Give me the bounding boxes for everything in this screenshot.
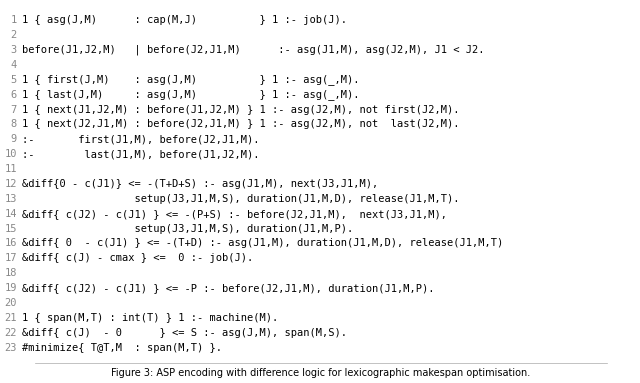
Text: :-       first(J1,M), before(J2,J1,M).: :- first(J1,M), before(J2,J1,M). (22, 134, 260, 144)
Text: 23: 23 (4, 342, 17, 353)
Text: #minimize{ T@T,M  : span(M,T) }.: #minimize{ T@T,M : span(M,T) }. (22, 342, 222, 353)
Text: 22: 22 (4, 328, 17, 338)
Text: 1 { next(J1,J2,M) : before(J1,J2,M) } 1 :- asg(J2,M), not first(J2,M).: 1 { next(J1,J2,M) : before(J1,J2,M) } 1 … (22, 105, 460, 115)
Text: 20: 20 (4, 298, 17, 308)
Text: 18: 18 (4, 268, 17, 278)
Text: before(J1,J2,M)   | before(J2,J1,M)      :- asg(J1,M), asg(J2,M), J1 < J2.: before(J1,J2,M) | before(J2,J1,M) :- asg… (22, 45, 484, 55)
Text: 1 { last(J,M)     : asg(J,M)          } 1 :- asg(_,M).: 1 { last(J,M) : asg(J,M) } 1 :- asg(_,M)… (22, 89, 360, 100)
Text: 12: 12 (4, 179, 17, 189)
Text: &diff{ c(J)  - 0      } <= S :- asg(J,M), span(M,S).: &diff{ c(J) - 0 } <= S :- asg(J,M), span… (22, 328, 347, 338)
Text: 1 { span(M,T) : int(T) } 1 :- machine(M).: 1 { span(M,T) : int(T) } 1 :- machine(M)… (22, 313, 278, 323)
Text: 4: 4 (11, 60, 17, 70)
Text: 1 { first(J,M)    : asg(J,M)          } 1 :- asg(_,M).: 1 { first(J,M) : asg(J,M) } 1 :- asg(_,M… (22, 74, 360, 85)
Text: 10: 10 (4, 149, 17, 159)
Text: 21: 21 (4, 313, 17, 323)
Text: 1 { asg(J,M)      : cap(M,J)          } 1 :- job(J).: 1 { asg(J,M) : cap(M,J) } 1 :- job(J). (22, 15, 347, 25)
Text: 7: 7 (11, 105, 17, 115)
Text: 5: 5 (11, 75, 17, 85)
Text: 13: 13 (4, 194, 17, 204)
Text: 16: 16 (4, 238, 17, 249)
Text: :-        last(J1,M), before(J1,J2,M).: :- last(J1,M), before(J1,J2,M). (22, 149, 260, 159)
Text: setup(J3,J1,M,S), duration(J1,M,P).: setup(J3,J1,M,S), duration(J1,M,P). (22, 224, 353, 234)
Text: 14: 14 (4, 209, 17, 219)
Text: 8: 8 (11, 119, 17, 129)
Text: 15: 15 (4, 224, 17, 234)
Text: &diff{0 - c(J1)} <= -(T+D+S) :- asg(J1,M), next(J3,J1,M),: &diff{0 - c(J1)} <= -(T+D+S) :- asg(J1,M… (22, 179, 378, 189)
Text: 1: 1 (11, 15, 17, 25)
Text: 6: 6 (11, 90, 17, 100)
Text: 19: 19 (4, 283, 17, 293)
Text: &diff{ c(J) - cmax } <=  0 :- job(J).: &diff{ c(J) - cmax } <= 0 :- job(J). (22, 253, 253, 263)
Text: 3: 3 (11, 45, 17, 55)
Text: 2: 2 (11, 30, 17, 40)
Text: 11: 11 (4, 164, 17, 174)
Text: Figure 3: ASP encoding with difference logic for lexicographic makespan optimisa: Figure 3: ASP encoding with difference l… (111, 368, 531, 378)
Text: &diff{ 0  - c(J1) } <= -(T+D) :- asg(J1,M), duration(J1,M,D), release(J1,M,T): &diff{ 0 - c(J1) } <= -(T+D) :- asg(J1,M… (22, 238, 503, 249)
Text: 17: 17 (4, 253, 17, 263)
Text: &diff{ c(J2) - c(J1) } <= -P :- before(J2,J1,M), duration(J1,M,P).: &diff{ c(J2) - c(J1) } <= -P :- before(J… (22, 283, 435, 293)
Text: &diff{ c(J2) - c(J1) } <= -(P+S) :- before(J2,J1,M),  next(J3,J1,M),: &diff{ c(J2) - c(J1) } <= -(P+S) :- befo… (22, 209, 447, 219)
Text: setup(J3,J1,M,S), duration(J1,M,D), release(J1,M,T).: setup(J3,J1,M,S), duration(J1,M,D), rele… (22, 194, 460, 204)
Text: 1 { next(J2,J1,M) : before(J2,J1,M) } 1 :- asg(J2,M), not  last(J2,M).: 1 { next(J2,J1,M) : before(J2,J1,M) } 1 … (22, 119, 460, 129)
Text: 9: 9 (11, 134, 17, 144)
